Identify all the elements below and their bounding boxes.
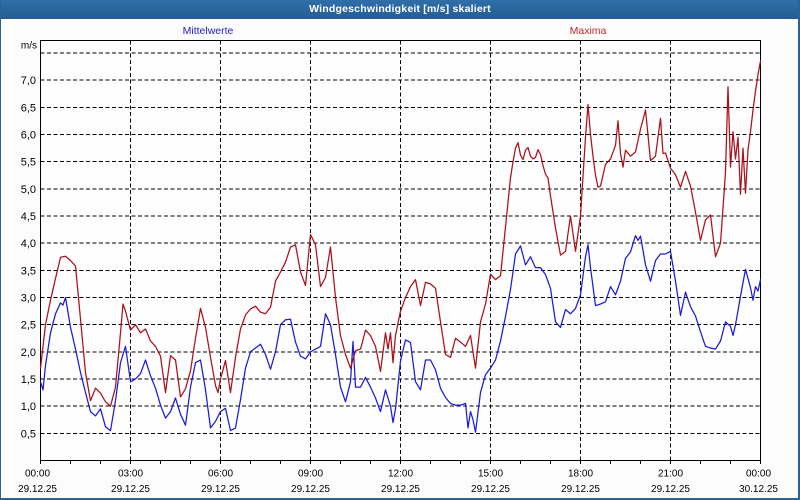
x-axis-time-label: 21:00 bbox=[658, 469, 683, 480]
x-axis-date-label: 29.12.25 bbox=[381, 484, 420, 495]
x-axis-ticks bbox=[40, 460, 761, 464]
x-axis-date-label: 29.12.25 bbox=[651, 484, 690, 495]
y-axis-label: 4,5 bbox=[21, 211, 36, 223]
y-axis-label: 1,5 bbox=[21, 374, 36, 386]
legend-label-mittelwerte: Mittelwerte bbox=[183, 25, 234, 37]
x-axis-date-label: 29.12.25 bbox=[291, 484, 330, 495]
y-axis-label: 1,0 bbox=[21, 401, 36, 413]
series-line-mittelwerte bbox=[39, 234, 762, 433]
y-axis-label: 7,0 bbox=[21, 75, 36, 87]
y-axis-label: 5,0 bbox=[21, 184, 36, 196]
chart-title: Windgeschwindigkeit [m/s] skaliert bbox=[309, 3, 491, 15]
x-axis-date-label: 30.12.25 bbox=[739, 484, 778, 495]
y-axis-label: 3,0 bbox=[21, 292, 36, 304]
y-axis-label: 5,5 bbox=[21, 157, 36, 169]
y-axis-label: 2,5 bbox=[21, 320, 36, 332]
x-axis-date-label: 29.12.25 bbox=[471, 484, 510, 495]
y-axis-label: 4,0 bbox=[21, 238, 36, 250]
gridlines bbox=[40, 40, 761, 461]
y-axis-label: 6,0 bbox=[21, 129, 36, 141]
x-axis-time-label: 18:00 bbox=[568, 469, 593, 480]
x-axis-time-label: 15:00 bbox=[478, 469, 503, 480]
y-axis-label: 2,0 bbox=[21, 347, 36, 359]
x-axis-time-label: 06:00 bbox=[208, 469, 233, 480]
x-axis-time-label: 12:00 bbox=[388, 469, 413, 480]
y-axis-label: 0,5 bbox=[21, 428, 36, 440]
x-axis-date-label: 29.12.25 bbox=[18, 484, 57, 495]
x-axis-date-label: 29.12.25 bbox=[111, 484, 150, 495]
y-axis-label: 6,5 bbox=[21, 102, 36, 114]
x-axis-time-label: 00:00 bbox=[25, 469, 50, 480]
window-titlebar: Windgeschwindigkeit [m/s] skaliert bbox=[0, 0, 800, 19]
series-line-maxima bbox=[39, 60, 762, 407]
y-axis-unit-label: m/s bbox=[21, 41, 37, 52]
x-axis-date-label: 29.12.25 bbox=[561, 484, 600, 495]
legend-label-maxima: Maxima bbox=[570, 25, 607, 37]
x-axis-time-label: 09:00 bbox=[298, 469, 323, 480]
x-axis-time-label: 00:00 bbox=[746, 469, 771, 480]
y-axis-label: 3,5 bbox=[21, 265, 36, 277]
x-axis-time-label: 03:00 bbox=[118, 469, 143, 480]
x-axis-date-label: 29.12.25 bbox=[201, 484, 240, 495]
